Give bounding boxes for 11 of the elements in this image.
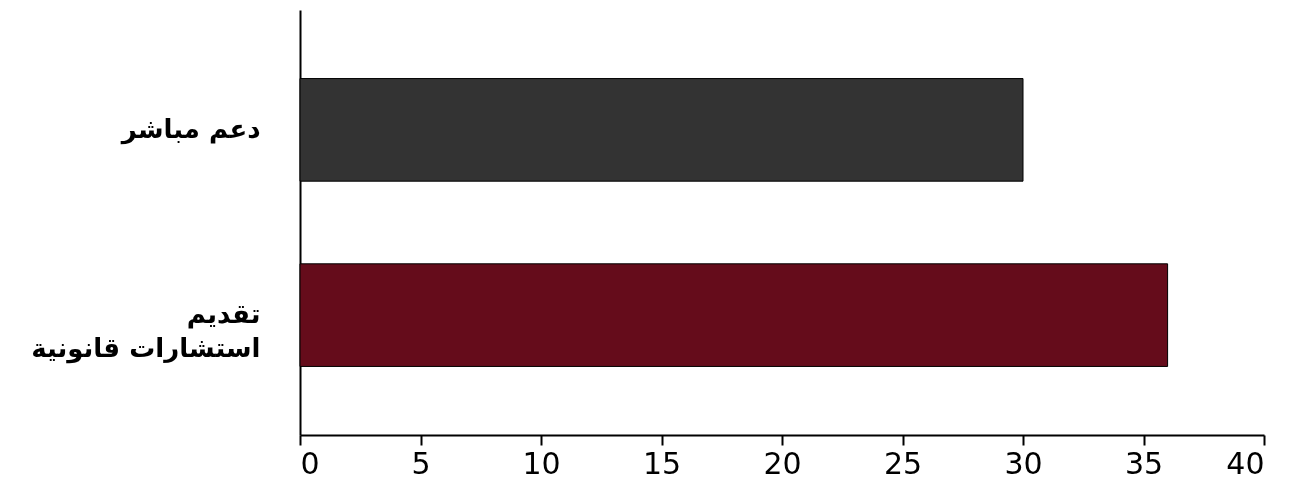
y-tick-label: دعم مباشر bbox=[119, 113, 261, 145]
x-tick-label: 15 bbox=[642, 445, 682, 481]
x-tick-label: 5 bbox=[411, 445, 431, 481]
x-tick-label: 40 bbox=[1226, 445, 1265, 481]
x-tick-label: 10 bbox=[522, 445, 561, 481]
x-tick-label: 25 bbox=[883, 445, 923, 481]
x-tick-label: 0 bbox=[300, 445, 320, 481]
x-tick-label: 35 bbox=[1124, 445, 1164, 481]
x-tick-label: 30 bbox=[1004, 445, 1043, 481]
x-tick-label: 20 bbox=[763, 445, 802, 481]
y-tick-label: تقديم استشارات قانونية bbox=[31, 299, 261, 365]
